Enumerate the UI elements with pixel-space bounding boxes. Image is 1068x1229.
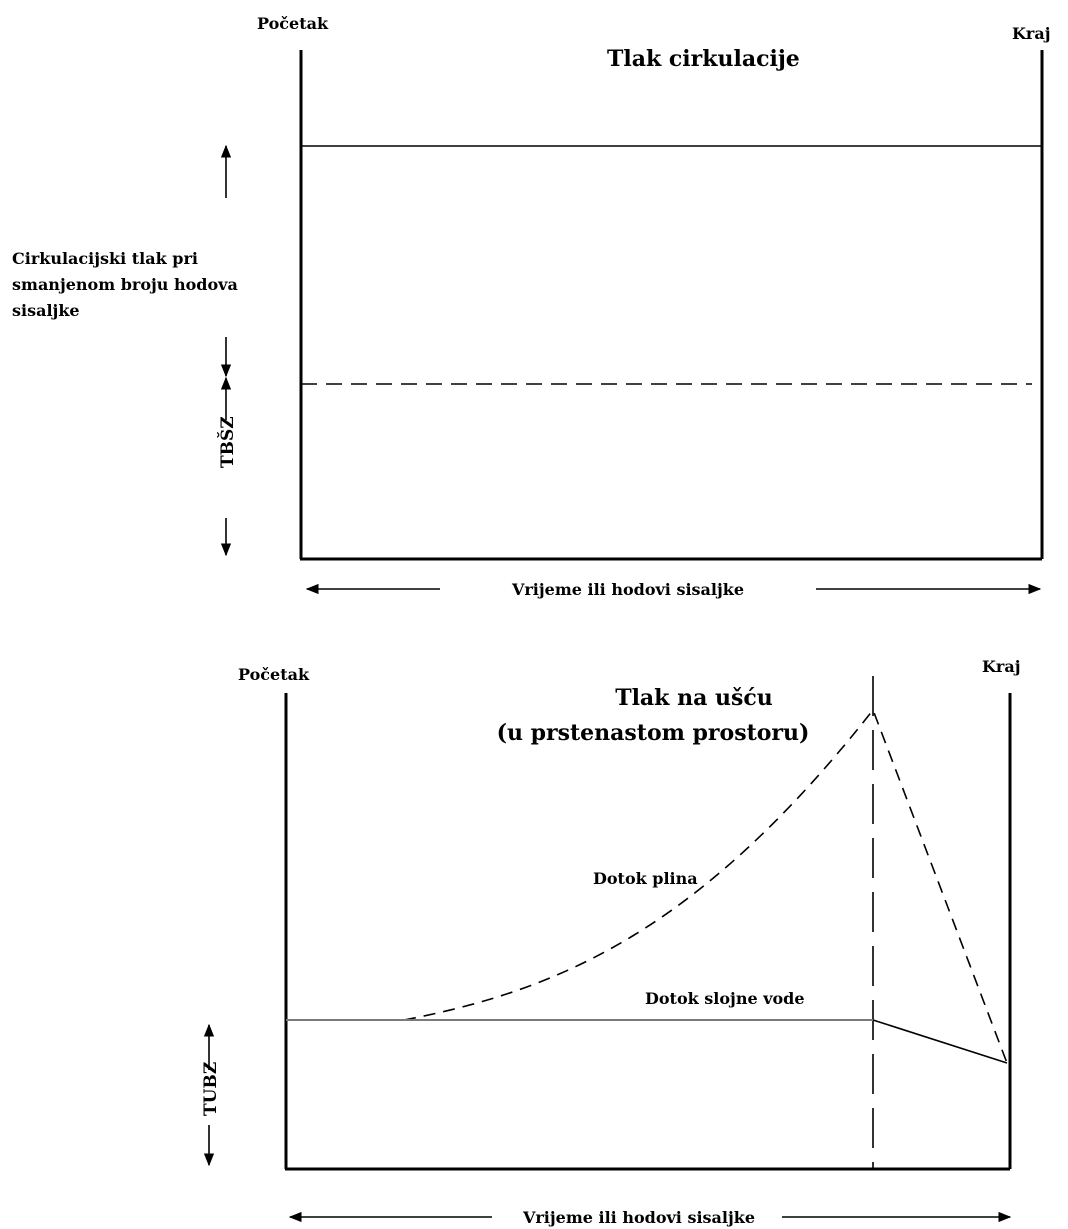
water-influx-tail bbox=[872, 1019, 1008, 1064]
top-x-axis-label: Vrijeme ili hodovi sisaljke bbox=[511, 580, 744, 599]
bottom-diagram: Početak Kraj Tlak na ušću (u prstenastom… bbox=[201, 657, 1021, 1227]
top-start-label: Početak bbox=[257, 14, 329, 33]
bottom-end-label: Kraj bbox=[982, 657, 1021, 676]
tubz-label: TUBZ bbox=[201, 1062, 221, 1116]
reduced-rate-label: Cirkulacijski tlak pri smanjenom broju h… bbox=[12, 249, 243, 320]
top-end-label: Kraj bbox=[1012, 24, 1051, 43]
top-diagram: Početak Kraj Tlak cirkulacije Cirkulacij… bbox=[12, 14, 1051, 599]
bottom-title-line-1: Tlak na ušću bbox=[615, 685, 773, 711]
gas-influx-curve bbox=[403, 708, 1008, 1064]
bottom-x-axis-label: Vrijeme ili hodovi sisaljke bbox=[522, 1208, 755, 1227]
gas-influx-label: Dotok plina bbox=[593, 869, 698, 888]
tbsz-label: TBŠZ bbox=[217, 416, 238, 468]
top-title: Tlak cirkulacije bbox=[607, 46, 800, 72]
bottom-title-line-2: (u prstenastom prostoru) bbox=[497, 720, 810, 746]
bottom-start-label: Početak bbox=[238, 665, 310, 684]
water-influx-label: Dotok slojne vode bbox=[645, 989, 805, 1008]
